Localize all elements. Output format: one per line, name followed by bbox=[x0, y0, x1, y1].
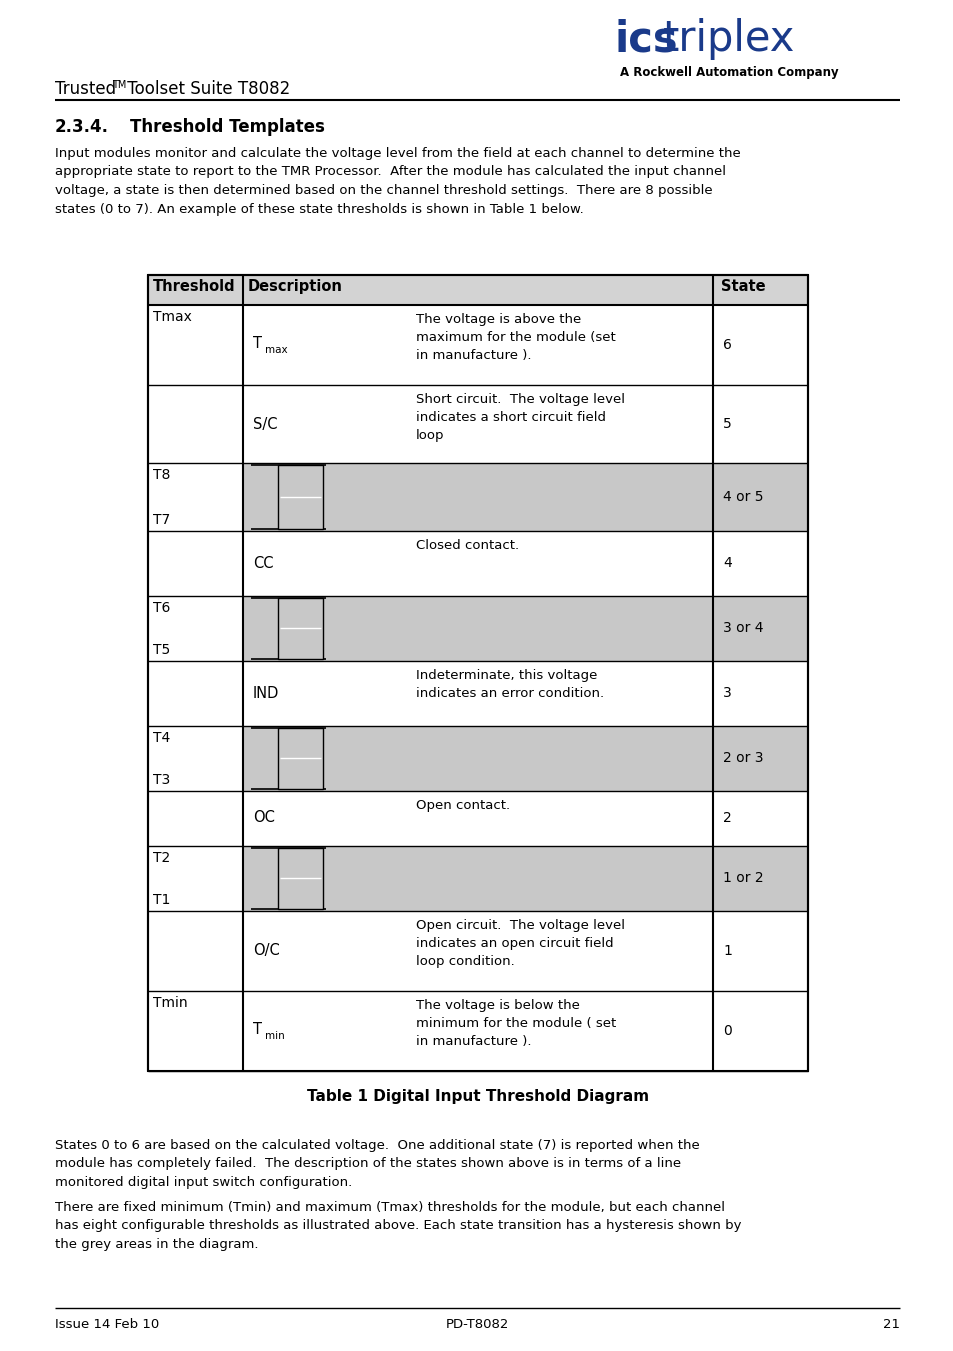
Text: The voltage is below the
minimum for the module ( set
in manufacture ).: The voltage is below the minimum for the… bbox=[416, 998, 616, 1048]
Text: Threshold Templates: Threshold Templates bbox=[130, 118, 325, 136]
Text: triplex: triplex bbox=[662, 18, 795, 59]
Text: 2: 2 bbox=[722, 811, 731, 825]
Text: 4: 4 bbox=[722, 557, 731, 570]
Bar bbox=[148, 276, 807, 305]
Text: Toolset Suite T8082: Toolset Suite T8082 bbox=[122, 80, 290, 99]
Text: 1 or 2: 1 or 2 bbox=[722, 871, 762, 885]
Bar bbox=[277, 598, 323, 659]
Text: Open contact.: Open contact. bbox=[416, 798, 510, 812]
Text: 5: 5 bbox=[722, 417, 731, 431]
Text: There are fixed minimum (Tmin) and maximum (Tmax) thresholds for the module, but: There are fixed minimum (Tmin) and maxim… bbox=[55, 1201, 740, 1251]
Text: Input modules monitor and calculate the voltage level from the field at each cha: Input modules monitor and calculate the … bbox=[55, 147, 740, 216]
Text: Open circuit.  The voltage level
indicates an open circuit field
loop condition.: Open circuit. The voltage level indicate… bbox=[416, 919, 624, 969]
Bar bbox=[277, 465, 323, 530]
Text: Tmax: Tmax bbox=[152, 309, 192, 324]
Bar bbox=[243, 596, 807, 661]
Text: 4 or 5: 4 or 5 bbox=[722, 490, 762, 504]
Text: 3 or 4: 3 or 4 bbox=[722, 621, 762, 635]
Text: Issue 14 Feb 10: Issue 14 Feb 10 bbox=[55, 1319, 159, 1331]
Text: IND: IND bbox=[253, 685, 279, 701]
Text: 0: 0 bbox=[722, 1024, 731, 1038]
Bar bbox=[277, 848, 323, 909]
Text: max: max bbox=[265, 345, 287, 355]
Text: OC: OC bbox=[253, 811, 274, 825]
Bar bbox=[148, 276, 807, 1071]
Text: The voltage is above the
maximum for the module (set
in manufacture ).: The voltage is above the maximum for the… bbox=[416, 313, 615, 362]
Text: ics: ics bbox=[615, 18, 678, 59]
Text: 21: 21 bbox=[882, 1319, 899, 1331]
Text: Table 1 Digital Input Threshold Diagram: Table 1 Digital Input Threshold Diagram bbox=[307, 1089, 648, 1104]
Text: T8: T8 bbox=[152, 467, 171, 482]
Text: Trusted: Trusted bbox=[55, 80, 116, 99]
Text: T4: T4 bbox=[152, 731, 170, 744]
Text: Tmin: Tmin bbox=[152, 996, 188, 1011]
Text: 6: 6 bbox=[722, 338, 731, 353]
Text: 3: 3 bbox=[722, 686, 731, 700]
Bar bbox=[243, 846, 807, 911]
Text: A Rockwell Automation Company: A Rockwell Automation Company bbox=[619, 66, 838, 78]
Bar bbox=[277, 728, 323, 789]
Text: PD-T8082: PD-T8082 bbox=[445, 1319, 508, 1331]
Text: T5: T5 bbox=[152, 643, 170, 657]
Text: T2: T2 bbox=[152, 851, 170, 865]
Text: Closed contact.: Closed contact. bbox=[416, 539, 518, 553]
Text: T1: T1 bbox=[152, 893, 171, 907]
Text: Short circuit.  The voltage level
indicates a short circuit field
loop: Short circuit. The voltage level indicat… bbox=[416, 393, 624, 442]
Text: CC: CC bbox=[253, 555, 274, 570]
Text: S/C: S/C bbox=[253, 416, 277, 431]
Text: min: min bbox=[265, 1031, 284, 1042]
Bar bbox=[243, 463, 807, 531]
Text: T7: T7 bbox=[152, 513, 170, 527]
Text: Threshold: Threshold bbox=[152, 280, 235, 295]
Text: Description: Description bbox=[248, 280, 342, 295]
Text: 2 or 3: 2 or 3 bbox=[722, 751, 762, 765]
Text: 1: 1 bbox=[722, 944, 731, 958]
Text: 2.3.4.: 2.3.4. bbox=[55, 118, 109, 136]
Text: Indeterminate, this voltage
indicates an error condition.: Indeterminate, this voltage indicates an… bbox=[416, 669, 603, 700]
Text: TM: TM bbox=[112, 80, 126, 91]
Text: T6: T6 bbox=[152, 601, 171, 615]
Text: States 0 to 6 are based on the calculated voltage.  One additional state (7) is : States 0 to 6 are based on the calculate… bbox=[55, 1139, 699, 1189]
Bar bbox=[243, 725, 807, 790]
Text: T: T bbox=[253, 335, 262, 350]
Text: O/C: O/C bbox=[253, 943, 279, 958]
Text: T: T bbox=[253, 1021, 262, 1036]
Text: State: State bbox=[720, 280, 765, 295]
Text: T3: T3 bbox=[152, 773, 170, 788]
